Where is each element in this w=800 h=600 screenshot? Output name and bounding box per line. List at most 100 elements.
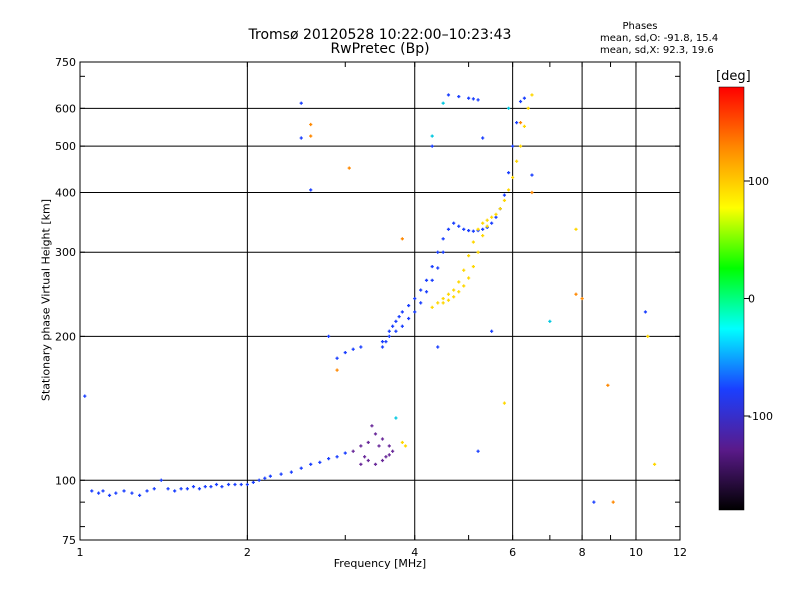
data-point (441, 250, 445, 254)
data-point (515, 121, 519, 125)
colorbar-tick-label: -100 (748, 410, 773, 423)
data-point (652, 462, 657, 466)
data-point (391, 324, 395, 328)
data-point (506, 106, 511, 110)
data-point (446, 93, 451, 97)
y-tick-label: 750 (55, 56, 76, 69)
x-tick-label: 2 (244, 546, 251, 559)
data-point (471, 229, 475, 233)
data-point (441, 301, 445, 305)
data-point (214, 482, 219, 487)
data-point (380, 345, 385, 349)
data-point (359, 444, 363, 448)
data-point (511, 144, 515, 148)
data-point (471, 264, 475, 269)
data-point (430, 134, 434, 138)
data-point (387, 444, 391, 448)
data-point (96, 491, 101, 495)
data-point (424, 278, 429, 282)
data-point (373, 432, 378, 436)
data-point (476, 98, 480, 102)
data-point (394, 319, 398, 323)
data-point (197, 487, 202, 491)
data-point (239, 482, 243, 487)
data-point (400, 324, 404, 328)
data-point (245, 482, 249, 487)
data-point (481, 233, 485, 238)
data-point (138, 493, 142, 497)
data-point (485, 218, 489, 222)
data-point (462, 268, 466, 272)
data-point (490, 221, 494, 225)
data-point (481, 221, 485, 225)
data-point (430, 264, 434, 269)
data-point (419, 301, 423, 305)
data-point (452, 295, 456, 299)
data-point (430, 144, 434, 148)
data-point (462, 284, 466, 288)
data-point (90, 489, 94, 493)
data-point (159, 478, 163, 482)
data-point (592, 500, 596, 504)
data-point (347, 166, 351, 170)
data-point (515, 159, 519, 163)
x-tick-label: 1 (77, 546, 84, 559)
data-point (457, 94, 461, 99)
data-point (407, 303, 411, 308)
data-point (490, 215, 494, 219)
colorbar (718, 86, 745, 511)
data-point (476, 227, 480, 231)
x-tick-label: 10 (629, 546, 643, 559)
y-tick-label: 100 (55, 474, 76, 487)
data-point (400, 237, 404, 241)
data-point (419, 288, 423, 292)
data-point (394, 329, 398, 333)
data-point (471, 97, 475, 101)
data-point (179, 487, 183, 491)
data-point (335, 368, 339, 372)
data-point (299, 101, 303, 105)
data-point (299, 136, 303, 140)
data-point (391, 449, 395, 453)
data-point (530, 173, 534, 177)
y-tick-label: 400 (55, 186, 76, 199)
data-point (436, 345, 440, 349)
data-points (83, 93, 657, 504)
chart-subtitle: RwPretec (Bp) (330, 41, 430, 57)
data-point (436, 266, 440, 270)
data-point (413, 310, 417, 314)
data-point (343, 350, 347, 355)
data-point (407, 316, 411, 321)
data-point (380, 458, 385, 463)
data-point (351, 347, 355, 351)
data-point (457, 290, 461, 294)
phase-stat-o: mean, sd,O: -91.8, 15.4 (600, 33, 719, 44)
y-tick-label: 300 (55, 246, 76, 259)
data-point (268, 474, 272, 478)
data-point (413, 296, 417, 301)
data-point (476, 250, 480, 254)
data-point (400, 310, 404, 314)
data-point (462, 227, 466, 231)
data-point (220, 485, 224, 489)
data-point (526, 106, 530, 110)
data-point (397, 315, 401, 319)
data-point (387, 329, 391, 333)
data-point (279, 472, 283, 476)
data-point (403, 444, 408, 448)
data-point (145, 489, 149, 493)
data-point (452, 221, 456, 225)
data-point (511, 175, 515, 180)
data-point (522, 96, 527, 100)
data-point (380, 340, 385, 344)
data-point (107, 493, 112, 497)
x-tick-label: 6 (509, 546, 516, 559)
data-point (366, 440, 370, 445)
plot-frame (79, 61, 681, 541)
data-point (467, 228, 471, 233)
data-point (122, 489, 126, 493)
data-point (485, 224, 489, 228)
data-point (436, 301, 440, 305)
data-point (646, 334, 650, 338)
data-point (430, 278, 434, 282)
